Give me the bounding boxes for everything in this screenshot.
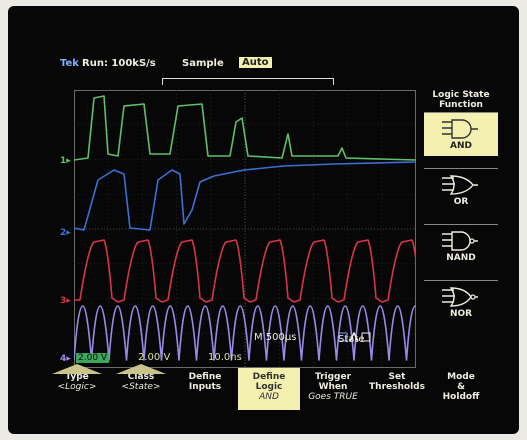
- acquisition-mode: Sample: [182, 58, 224, 69]
- menu-button-text: Thresholds: [369, 382, 425, 392]
- menu-pointer-icon: [116, 364, 166, 374]
- side-menu-title: Logic State Function: [432, 90, 490, 110]
- menu-button-text: Logic: [255, 382, 283, 392]
- gate-and-button[interactable]: AND: [424, 112, 498, 156]
- nor-gate-icon: [442, 287, 478, 307]
- menu-button-text: Type: [65, 372, 89, 382]
- menu-button-0[interactable]: Type <Logic>: [46, 364, 108, 410]
- menu-button-text: &: [457, 382, 465, 392]
- ch1-waveform: [74, 95, 416, 161]
- bottom-menu: Type <Logic> Class <State> Define Inputs Defin…: [46, 364, 498, 412]
- gate-nor-button[interactable]: NOR: [424, 280, 498, 324]
- ch1-scale-readout: 2.00 V: [76, 353, 110, 363]
- ch2-ground-marker: 2▸: [60, 228, 71, 238]
- menu-button-text: <State>: [121, 382, 161, 392]
- gate-and-label: AND: [450, 141, 472, 151]
- menu-button-6[interactable]: Mode & Holdoff: [430, 368, 492, 410]
- or-gate-icon: [442, 175, 478, 195]
- menu-button-text: Mode: [447, 372, 475, 382]
- status-bar: Tek Run: 100kS/s Sample Auto: [60, 56, 360, 74]
- gate-nand-button[interactable]: NAND: [424, 224, 498, 268]
- menu-button-text: <Logic>: [57, 382, 97, 392]
- ch3-waveform: [74, 239, 416, 303]
- menu-button-text: Class: [127, 372, 155, 382]
- logic-pattern-icon: [338, 331, 371, 342]
- record-view-bracket: [162, 78, 334, 87]
- ch2-scale-readout: 2.00 V: [138, 352, 171, 363]
- menu-button-4[interactable]: Trigger When Goes TRUE: [302, 368, 364, 410]
- ch3-ground-marker: 3▸: [60, 296, 71, 306]
- trigger-state-readout: State: [338, 331, 378, 345]
- waveform-display: [74, 90, 416, 368]
- timebase-readout: M 500µs: [254, 332, 297, 343]
- menu-button-2[interactable]: Define Inputs: [174, 368, 236, 410]
- ch3-scale-readout: 10.0ns: [208, 352, 242, 363]
- waveform-graticule: [74, 90, 416, 368]
- menu-button-text: Set: [388, 372, 406, 382]
- menu-pointer-icon: [52, 364, 102, 374]
- gate-or-label: OR: [453, 197, 469, 207]
- menu-button-text: Define: [188, 372, 222, 382]
- menu-button-1[interactable]: Class <State>: [110, 364, 172, 410]
- ch4-ground-marker: 4▸: [60, 354, 71, 364]
- ch1-ground-marker: 1▸: [60, 156, 71, 166]
- menu-button-text: When: [318, 382, 348, 392]
- menu-button-text: Define: [252, 372, 286, 382]
- menu-button-5[interactable]: Set Thresholds: [366, 368, 428, 410]
- menu-button-text: AND: [259, 392, 279, 402]
- brand-label: Tek: [60, 58, 79, 69]
- menu-button-text: Goes TRUE: [308, 392, 358, 402]
- run-status: Run: 100kS/s: [82, 58, 156, 69]
- gate-nand-label: NAND: [446, 253, 476, 263]
- trigger-mode-badge[interactable]: Auto: [239, 57, 272, 68]
- menu-button-3[interactable]: Define Logic AND: [238, 368, 300, 410]
- ch2-waveform: [74, 161, 416, 231]
- ch4-waveform: [74, 305, 416, 361]
- gate-nor-label: NOR: [449, 309, 473, 319]
- gate-or-button[interactable]: OR: [424, 168, 498, 212]
- nand-gate-icon: [442, 231, 478, 251]
- menu-button-text: Trigger: [314, 372, 352, 382]
- menu-button-text: Holdoff: [442, 392, 480, 402]
- and-gate-icon: [442, 119, 478, 139]
- oscilloscope-screen: Tek Run: 100kS/s Sample Auto 1▸ 2▸ 3▸ 4▸…: [8, 6, 519, 434]
- channel-readouts: 2.00 V 2.00 V 10.0ns M 500µs State: [76, 331, 416, 366]
- side-menu: Logic State Function AND OR NAND: [424, 90, 498, 320]
- menu-button-text: Inputs: [188, 382, 222, 392]
